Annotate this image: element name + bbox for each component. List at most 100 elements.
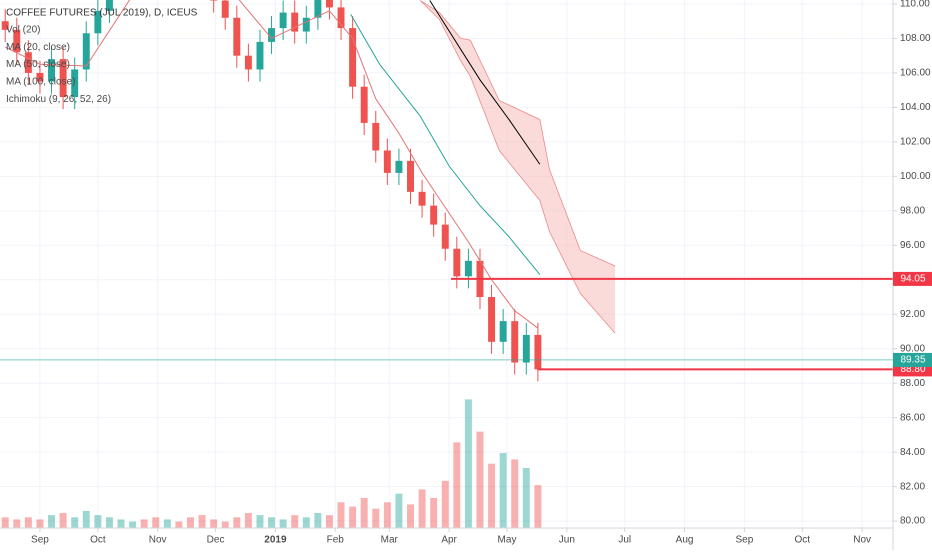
candle-body (360, 86, 368, 123)
y-tick-label: 88.00 (900, 378, 925, 389)
volume-bar (244, 513, 252, 528)
x-tick-label: Nov (149, 535, 167, 546)
x-tick-label: Nov (853, 535, 871, 546)
cloud-edge (419, 0, 616, 267)
moving-average (429, 0, 541, 165)
candle-body (418, 191, 426, 206)
volume-bar (291, 515, 299, 528)
legend-entry: MA (50, close) (6, 59, 70, 70)
candle-body (488, 297, 496, 342)
candle-body (430, 205, 438, 225)
volume-bar (210, 519, 218, 528)
moving-average (4, 0, 539, 329)
candle-body (71, 69, 79, 98)
candle-body (337, 7, 345, 29)
candle-body (534, 334, 542, 370)
volume-bar (534, 485, 542, 528)
volume-bar (430, 498, 438, 528)
x-tick-label: Oct (795, 535, 811, 546)
volume-bar (94, 515, 102, 528)
candle-body (256, 41, 264, 70)
x-tick-label: Mar (381, 535, 399, 546)
volume-bar (499, 453, 507, 528)
legend: COFFEE FUTURES (JUL 2019), D, ICEUS Vol … (6, 8, 198, 105)
legend-entry: Ichimoku (9, 26, 52, 26) (6, 94, 111, 105)
y-tick-label: 84.00 (900, 447, 925, 458)
volume-bar (511, 459, 519, 528)
volume-bar (418, 489, 426, 528)
volume-bar (395, 493, 403, 528)
volume-bar (314, 513, 322, 528)
volume-bar (325, 515, 333, 528)
candle-body (244, 55, 252, 70)
candle-body (407, 160, 414, 192)
candle-body (279, 12, 287, 29)
y-tick-label: 92.00 (900, 309, 925, 320)
volume-bar (349, 506, 357, 528)
candle-body (13, 29, 21, 53)
y-tick-label: 102.00 (900, 137, 931, 148)
y-tick-label: 110.00 (900, 0, 930, 10)
candle-body (453, 248, 461, 277)
x-tick-label: May (498, 535, 517, 546)
x-tick-label: Dec (207, 535, 225, 546)
candle-body (268, 28, 276, 42)
price-label: 94.05 (900, 274, 925, 285)
candle-body (325, 0, 333, 8)
volume-bar (453, 442, 461, 528)
y-tick-label: 80.00 (900, 516, 925, 527)
volume-bar (221, 521, 229, 528)
y-tick-label: 108.00 (900, 33, 931, 44)
volume-bar (522, 468, 530, 528)
candle-body (36, 72, 44, 82)
candle-body (383, 150, 391, 173)
volume-bar (117, 519, 125, 528)
candle-body (511, 321, 519, 363)
x-tick-label: Sep (735, 535, 753, 546)
volume-bar (279, 519, 287, 528)
candle-body (302, 17, 310, 32)
y-tick-label: 96.00 (900, 240, 925, 251)
moving-average (350, 14, 541, 275)
volume-bar (1, 517, 9, 528)
legend-entry: MA (100, close) (6, 77, 75, 88)
volume-bar (24, 517, 32, 528)
volume-bar (36, 519, 44, 528)
y-tick-label: 106.00 (900, 68, 931, 79)
price-label: 89.35 (900, 355, 925, 366)
x-tick-label: 2019 (264, 535, 287, 546)
volume-bar (476, 431, 484, 528)
candle-body (48, 59, 56, 82)
x-tick-label: Oct (90, 535, 106, 546)
volume-bar (48, 515, 56, 528)
candle-body (314, 0, 322, 18)
price-label-box (893, 352, 932, 367)
candle-body (59, 59, 67, 98)
volume-bar (163, 519, 171, 528)
volume-bar (407, 504, 414, 528)
candle-body (24, 52, 32, 73)
candle-body (372, 122, 380, 151)
grid (0, 0, 893, 528)
candle-body (499, 321, 507, 342)
volume-bar (383, 502, 391, 528)
y-tick-label: 100.00 (900, 171, 931, 182)
volume-bar (140, 519, 148, 528)
legend-entry: MA (20, close) (6, 42, 70, 53)
y-tick-label: 104.00 (900, 102, 931, 113)
volume-bar (256, 515, 264, 528)
volume-bar (105, 517, 113, 528)
candle-body (522, 334, 530, 363)
candle-body (233, 17, 241, 56)
volume-bar (187, 517, 194, 528)
legend-entry: Vol (20) (6, 25, 40, 36)
candle-body (395, 160, 403, 173)
volume-bar (198, 515, 206, 528)
plot-area (0, 0, 893, 528)
volume-bar (441, 480, 449, 528)
x-tick-label: Apr (441, 535, 457, 546)
y-tick-label: 98.00 (900, 205, 925, 216)
volume-bar (175, 521, 183, 528)
volume-bar (59, 513, 67, 528)
